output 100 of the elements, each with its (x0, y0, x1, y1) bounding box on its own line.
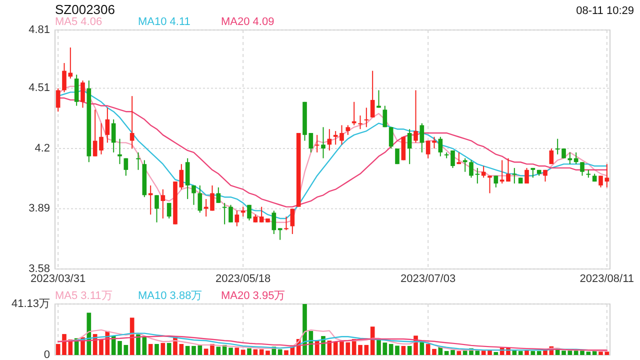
candlestick (407, 128, 412, 165)
candlestick (74, 74, 79, 106)
bar (604, 352, 610, 355)
candlestick (568, 152, 572, 165)
candlestick (166, 202, 172, 219)
candlestick (148, 184, 153, 216)
candlestick (420, 122, 424, 153)
candlestick (68, 46, 73, 80)
bar (278, 349, 282, 355)
bar (364, 344, 369, 355)
x-tick-label: 2023/05/18 (216, 273, 271, 285)
bar (62, 334, 66, 355)
y-tick-label: 4.51 (28, 82, 50, 94)
bar (204, 348, 208, 355)
bar (543, 350, 548, 355)
candlestick (216, 186, 221, 204)
candlestick (130, 96, 134, 150)
candlestick (124, 158, 128, 176)
candlestick (462, 158, 468, 172)
bar (136, 334, 140, 355)
bar (358, 344, 362, 355)
candlestick (154, 194, 159, 223)
bar (574, 350, 578, 355)
bar (450, 350, 455, 355)
bar (284, 350, 288, 355)
bar (148, 344, 153, 355)
candlestick (290, 208, 295, 235)
candlestick (62, 62, 66, 93)
bar (185, 346, 190, 355)
candlestick (512, 167, 517, 184)
bar (494, 352, 498, 355)
bar (240, 350, 246, 355)
line-series (57, 335, 608, 351)
bar (118, 340, 122, 355)
candlestick (370, 70, 375, 118)
candlestick (56, 88, 60, 112)
chart-title: SZ002306 (55, 2, 115, 17)
candlestick (438, 136, 443, 157)
bar (530, 351, 536, 355)
bar (382, 342, 388, 355)
text: 08-11 10:29 (576, 5, 634, 17)
candlestick (500, 160, 504, 184)
bar (444, 351, 449, 355)
bar (580, 350, 584, 355)
bar (562, 350, 566, 355)
candlestick (136, 152, 140, 170)
bar (598, 352, 603, 355)
candlestick (382, 105, 388, 128)
bar (456, 351, 462, 355)
candlestick (234, 210, 240, 227)
candlestick (574, 152, 578, 165)
candlestick (604, 164, 610, 188)
candlestick (494, 175, 498, 188)
y-tick-label: 0 (44, 348, 50, 360)
candlestick (388, 126, 394, 150)
bar (426, 344, 430, 355)
bar (401, 346, 406, 355)
candlestick (92, 109, 98, 157)
candlestick (185, 158, 190, 200)
bar (198, 345, 202, 355)
bar (568, 350, 572, 355)
candlestick (240, 206, 246, 218)
bar (234, 348, 240, 355)
bar (346, 342, 350, 355)
candlestick (204, 198, 208, 218)
bar (524, 350, 529, 355)
candlestick (450, 150, 455, 168)
bar (481, 350, 486, 355)
candlestick (284, 216, 288, 231)
candlestick (469, 160, 474, 178)
candlestick (364, 107, 369, 128)
bar (228, 348, 233, 355)
candlestick (506, 158, 510, 182)
candlestick (105, 107, 110, 144)
candlestick (278, 228, 282, 240)
bar (340, 342, 344, 355)
candlestick (111, 118, 116, 153)
bar (488, 350, 492, 355)
candlestick (259, 206, 264, 223)
candlestick (426, 140, 430, 159)
bar (160, 342, 166, 355)
bar (388, 344, 394, 355)
candlestick (524, 167, 529, 184)
y-tick-label: 4.81 (28, 24, 50, 36)
bar (56, 344, 60, 355)
candlestick (346, 124, 350, 136)
x-tick-label: 2023/07/03 (400, 273, 456, 285)
candlestick (228, 204, 233, 223)
candlestick (272, 210, 276, 235)
y-tick-label: 41.13万 (11, 298, 50, 310)
bar (166, 342, 172, 355)
bar (154, 344, 159, 355)
text: MA5 4.06 (55, 16, 102, 28)
candlestick (488, 175, 492, 194)
candlestick (247, 204, 252, 221)
candlestick (160, 188, 166, 219)
bar (536, 351, 542, 355)
candlestick (321, 126, 326, 159)
bar (247, 348, 252, 355)
bar (475, 350, 480, 355)
